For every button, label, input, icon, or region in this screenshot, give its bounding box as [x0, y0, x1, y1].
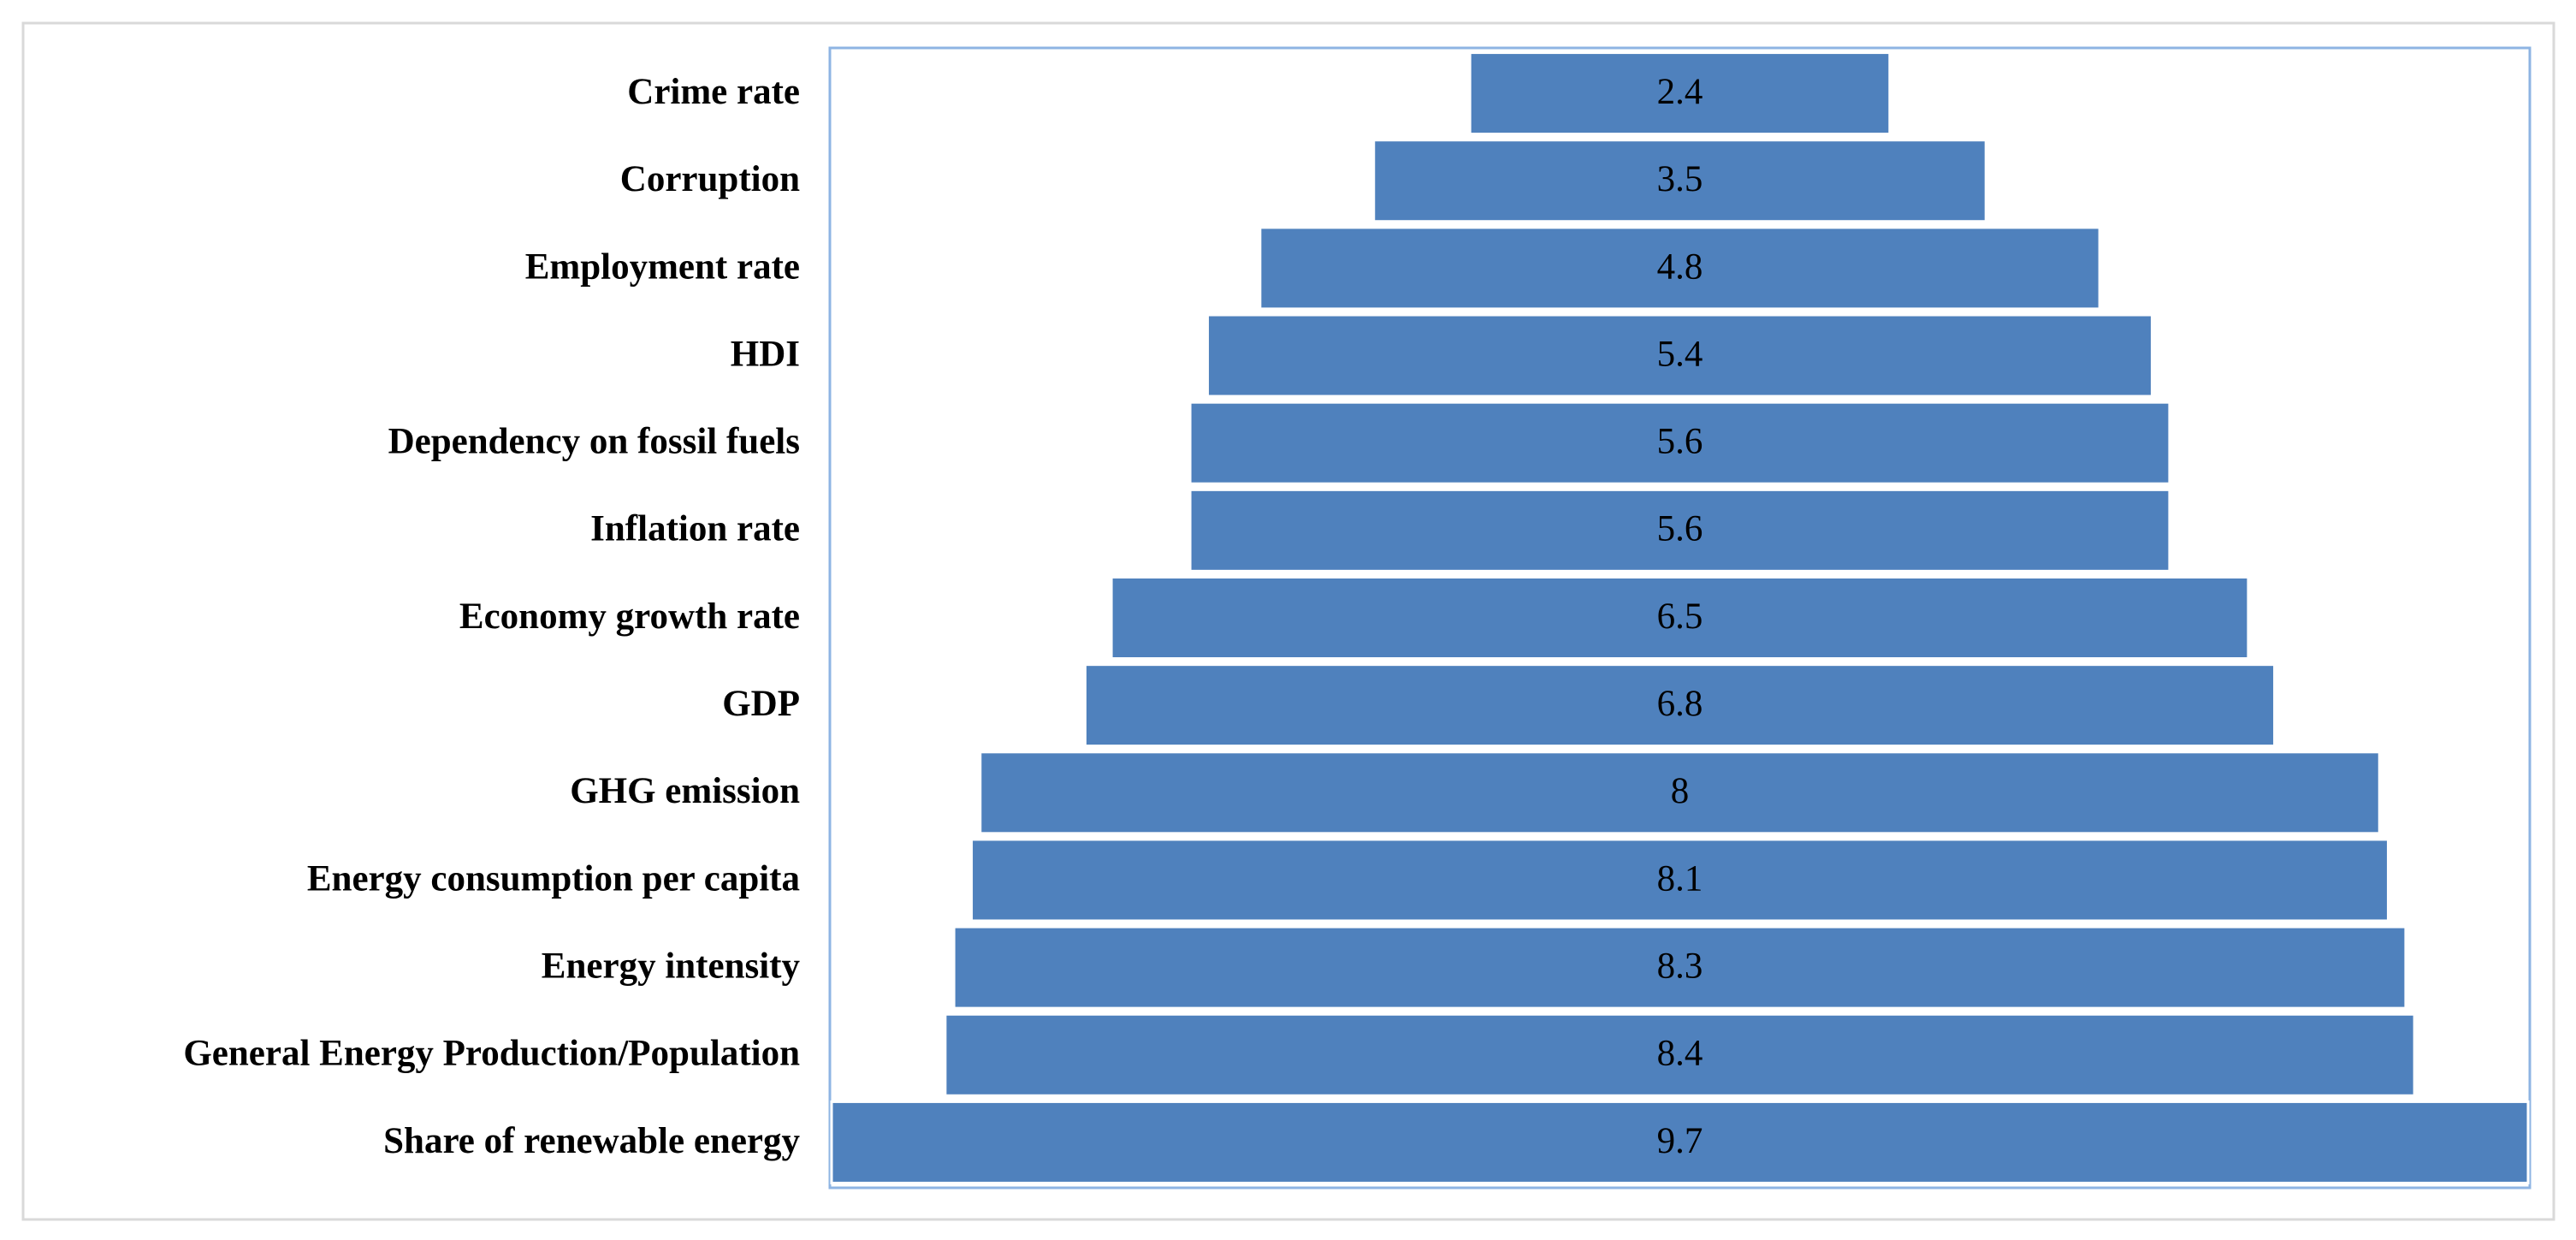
value-label: 4.8	[1657, 246, 1703, 287]
category-label: Dependency on fossil fuels	[388, 422, 800, 462]
bar	[979, 751, 2381, 835]
bar	[1110, 575, 2250, 661]
bar	[970, 838, 2389, 923]
category-label: Crime rate	[627, 72, 800, 112]
value-label: 8.4	[1657, 1034, 1703, 1074]
value-label: 6.8	[1657, 684, 1703, 724]
value-label: 5.4	[1657, 334, 1703, 374]
value-label: 2.4	[1657, 72, 1703, 112]
bar	[1188, 488, 2171, 573]
bar	[1372, 139, 1987, 223]
category-label: Employment rate	[525, 246, 800, 287]
category-label: Energy intensity	[542, 946, 801, 986]
value-label: 5.6	[1657, 509, 1703, 549]
value-label: 8	[1671, 771, 1690, 811]
bar	[1206, 313, 2153, 398]
category-label: General Energy Production/Population	[183, 1034, 800, 1074]
category-label: HDI	[731, 334, 800, 374]
category-label: GDP	[722, 684, 800, 724]
value-label: 5.6	[1657, 422, 1703, 462]
bar	[952, 925, 2407, 1010]
category-label: Corruption	[620, 159, 800, 199]
value-label: 8.3	[1657, 946, 1703, 986]
bar	[944, 1012, 2416, 1097]
value-label: 6.5	[1657, 596, 1703, 637]
value-label: 8.1	[1657, 858, 1703, 899]
category-label: Share of renewable energy	[383, 1121, 800, 1161]
bar	[1468, 51, 1892, 136]
bar	[1188, 400, 2171, 485]
category-label: Inflation rate	[590, 509, 800, 549]
value-label: 9.7	[1657, 1121, 1703, 1161]
category-label: GHG emission	[570, 771, 800, 811]
bar	[1258, 226, 2101, 311]
category-label: Energy consumption per capita	[307, 858, 800, 899]
category-label: Economy growth rate	[459, 596, 800, 637]
bar	[1083, 663, 2277, 748]
bar	[830, 1100, 2530, 1184]
value-label: 3.5	[1657, 159, 1703, 199]
